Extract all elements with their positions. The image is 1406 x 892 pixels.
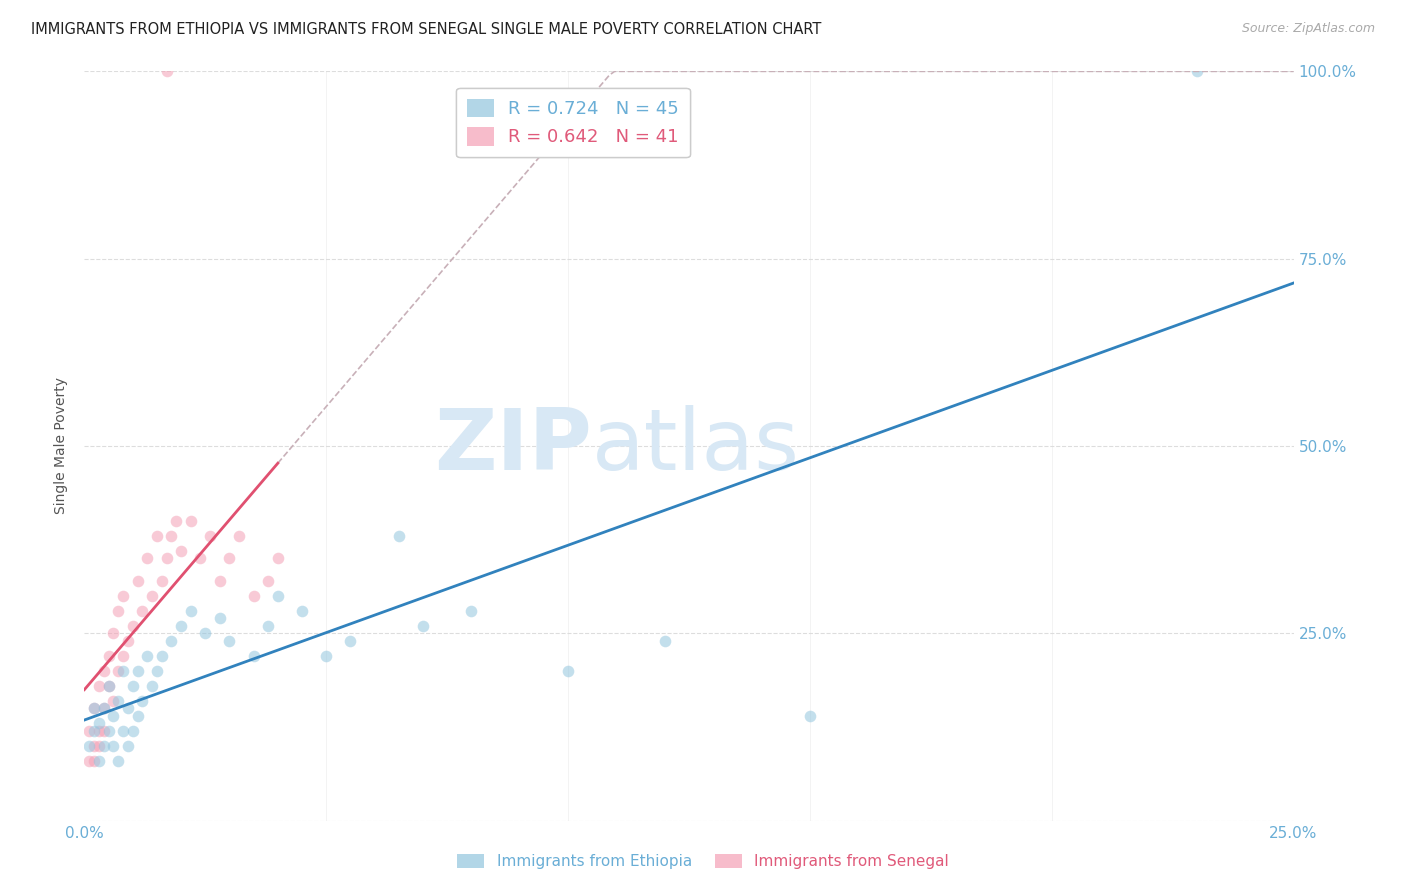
Point (93, 664, 115, 678)
Point (107, 664, 129, 678)
Point (315, 648, 337, 663)
Legend: Immigrants from Ethiopia, Immigrants from Senegal: Immigrants from Ethiopia, Immigrants fro… (451, 848, 955, 875)
Point (267, 589, 290, 603)
Point (1185, 64, 1208, 78)
Point (146, 529, 169, 543)
Point (97, 723, 120, 738)
Point (242, 589, 264, 603)
Point (87, 716, 110, 731)
Point (112, 723, 135, 738)
Point (654, 633, 676, 648)
Text: IMMIGRANTS FROM ETHIOPIA VS IMMIGRANTS FROM SENEGAL SINGLE MALE POVERTY CORRELAT: IMMIGRANTS FROM ETHIOPIA VS IMMIGRANTS F… (31, 22, 821, 37)
Point (121, 679, 143, 693)
Point (127, 708, 149, 723)
Point (117, 701, 139, 715)
Point (388, 529, 411, 543)
Point (127, 574, 149, 588)
Point (93, 723, 115, 738)
Point (257, 574, 280, 588)
Point (155, 551, 177, 566)
Point (83, 701, 105, 715)
Point (97, 679, 120, 693)
Point (141, 679, 163, 693)
Point (103, 708, 125, 723)
Point (146, 664, 169, 678)
Point (77, 723, 100, 738)
Point (170, 619, 193, 633)
Point (160, 529, 183, 543)
Point (799, 708, 821, 723)
Point (339, 633, 361, 648)
Point (170, 544, 193, 558)
Text: Source: ZipAtlas.com: Source: ZipAtlas.com (1241, 22, 1375, 36)
Point (103, 626, 125, 640)
Point (412, 619, 434, 633)
Point (136, 648, 159, 663)
Point (93, 701, 115, 715)
Point (155, 64, 177, 78)
Point (83, 723, 105, 738)
Point (87, 679, 110, 693)
Point (93, 701, 115, 715)
Point (107, 604, 129, 618)
Point (208, 611, 231, 625)
Point (103, 739, 125, 753)
Text: atlas: atlas (592, 404, 800, 488)
Point (228, 529, 250, 543)
Point (103, 694, 125, 708)
Y-axis label: Single Male Poverty: Single Male Poverty (55, 377, 69, 515)
Point (83, 754, 105, 768)
Point (97, 648, 120, 663)
Point (141, 589, 163, 603)
Point (117, 739, 139, 753)
Point (107, 754, 129, 768)
Point (165, 514, 187, 528)
Point (121, 619, 143, 633)
Point (267, 551, 290, 566)
Point (112, 664, 135, 678)
Point (121, 723, 143, 738)
Point (107, 694, 129, 708)
Point (198, 529, 221, 543)
Point (257, 619, 280, 633)
Point (87, 754, 110, 768)
Point (180, 514, 202, 528)
Point (112, 648, 135, 663)
Point (218, 633, 240, 648)
Point (83, 701, 105, 715)
Point (242, 648, 264, 663)
Legend: R = 0.724   N = 45, R = 0.642   N = 41: R = 0.724 N = 45, R = 0.642 N = 41 (456, 88, 690, 157)
Point (83, 739, 105, 753)
Point (87, 723, 110, 738)
Point (190, 551, 212, 566)
Point (557, 664, 579, 678)
Point (194, 626, 217, 640)
Point (131, 694, 153, 708)
Point (97, 679, 120, 693)
Point (208, 574, 231, 588)
Point (180, 604, 202, 618)
Point (87, 739, 110, 753)
Point (218, 551, 240, 566)
Point (136, 551, 159, 566)
Point (117, 633, 139, 648)
Point (150, 648, 173, 663)
Point (77, 739, 100, 753)
Point (160, 633, 183, 648)
Point (150, 574, 173, 588)
Text: ZIP: ZIP (434, 404, 592, 488)
Point (77, 754, 100, 768)
Point (460, 604, 482, 618)
Point (127, 664, 149, 678)
Point (93, 739, 115, 753)
Point (112, 589, 135, 603)
Point (291, 604, 314, 618)
Point (131, 604, 153, 618)
